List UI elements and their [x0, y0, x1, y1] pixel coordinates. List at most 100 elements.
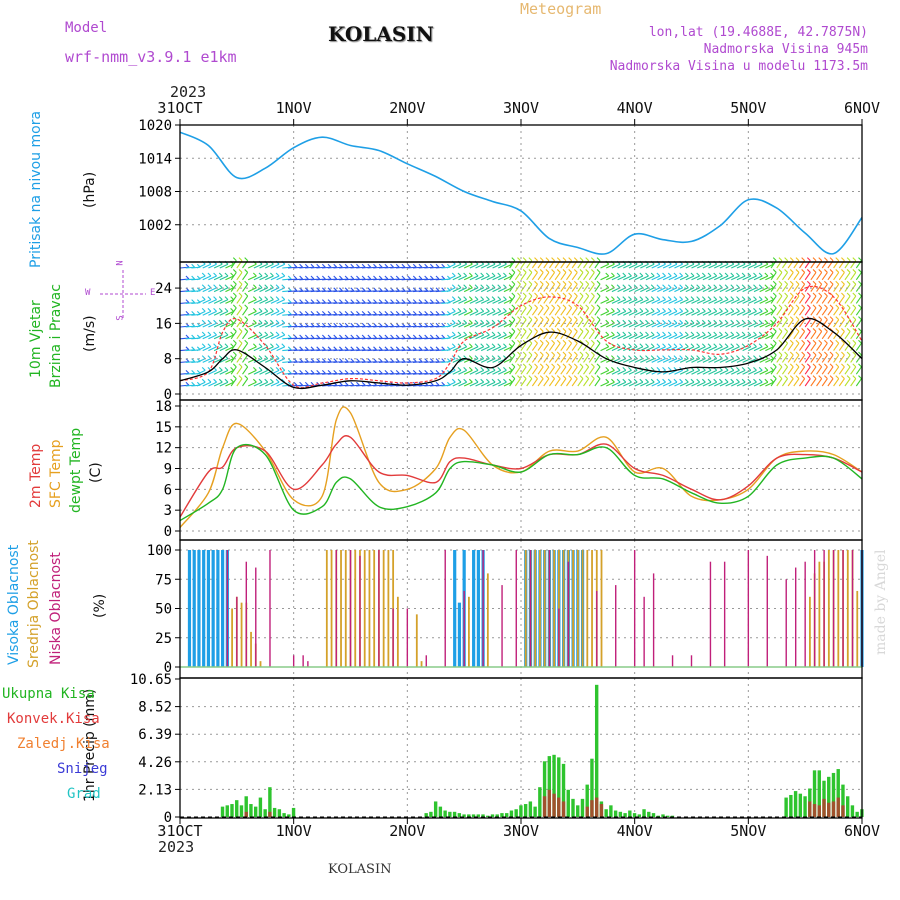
wind-barb-flag [356, 311, 360, 315]
wind-barb-flag [497, 296, 502, 300]
cloud-low-bar [406, 608, 409, 667]
wind-barb [196, 358, 206, 363]
wind-barb-flag [218, 284, 223, 289]
wind-barb [748, 287, 757, 293]
wind-barb [685, 369, 695, 375]
wind-barb [623, 263, 632, 269]
wind-barb-flag [818, 292, 823, 297]
wind-barb-flag [344, 358, 349, 363]
wind-barb [821, 354, 828, 363]
wind-barb-flag [707, 272, 712, 277]
cloud-low-bar [444, 550, 446, 667]
wind-barb-flag [457, 367, 462, 371]
wind-barb [253, 369, 263, 375]
wind-barb-flag [395, 334, 400, 339]
wind-barb [719, 334, 729, 340]
wind-barb-flag [656, 343, 661, 348]
wind-barb-flag [213, 319, 217, 324]
wind-barb [276, 275, 286, 281]
wind-barb [566, 378, 573, 387]
day-label-top: 6NOV [843, 99, 881, 117]
cloud-low-bar [813, 550, 816, 667]
wind-barb-flag [281, 355, 286, 359]
wind-barb [611, 263, 621, 269]
wind-barb [503, 381, 513, 387]
wind-barb-flag [812, 269, 817, 273]
wind-barb [731, 334, 740, 340]
cloud-mid-bar [586, 550, 589, 667]
precip-total-bar [594, 684, 599, 817]
wind-barb-flag [770, 284, 774, 289]
precip-total-bar [647, 811, 651, 817]
wind-barb-flag [596, 339, 601, 344]
wind-barb-flag [579, 304, 584, 309]
wind-barb-flag [628, 284, 632, 289]
wind-barb-flag [339, 263, 343, 268]
wind-barb [781, 331, 789, 340]
wind-barb-flag [232, 339, 237, 344]
wind-barb [804, 283, 811, 292]
wind-barb-flag [573, 304, 578, 309]
wind-barb-flag [841, 304, 845, 309]
precip-total-bar [566, 789, 570, 817]
wind-barb-flag [333, 334, 338, 339]
wind-barb-flag [468, 355, 473, 359]
wind-barb-flag [395, 346, 400, 351]
wind-barb-flag [772, 292, 777, 297]
wind-barb-flag [605, 343, 610, 348]
wind-barb-flag [590, 363, 595, 368]
cloud-mid-bar [468, 596, 470, 667]
wind-barb [776, 283, 783, 292]
wind-barb-flag [517, 280, 521, 285]
wind-barb [793, 319, 800, 328]
wind-barb [714, 334, 723, 340]
wind-barb [219, 263, 229, 269]
wind-barb-flag [480, 272, 485, 277]
wind-barb-flag [244, 269, 249, 273]
wind-barb [242, 283, 249, 292]
wind-barb-flag [747, 319, 752, 324]
wind-barb-flag [435, 358, 440, 363]
wind-barb [742, 299, 752, 304]
wind-barb-flag [719, 331, 723, 336]
wind-barb [617, 334, 627, 340]
wind-barb-flag [719, 272, 723, 277]
wind-barb [844, 331, 851, 340]
cloud-high-bar [187, 550, 192, 667]
wind-barb [503, 369, 513, 375]
wind-barb [480, 287, 490, 293]
wind-barb-flag [539, 280, 544, 285]
wind-barb-flag [485, 343, 490, 348]
wind-barb-flag [281, 272, 286, 277]
wind-barb-flag [435, 334, 440, 339]
precip-total-bar [495, 814, 499, 817]
wind-barb-flag [590, 375, 595, 380]
wind-barb-flag [270, 355, 274, 359]
wind-barb [242, 354, 249, 363]
wind-barb [446, 263, 456, 269]
wind-barb-flag [321, 334, 326, 339]
wind-barb-flag [556, 375, 561, 380]
wind-barb-flag [244, 304, 249, 309]
wind-barb-flag [424, 358, 429, 363]
wind-barb [236, 295, 243, 304]
wind-barb [606, 275, 615, 281]
wind-barb [196, 275, 206, 281]
wind-barb [804, 354, 811, 363]
wind-barb [623, 381, 632, 387]
wind-barb-flag [812, 280, 817, 285]
wind-barb-flag [539, 257, 544, 262]
wind-barb [674, 358, 683, 363]
wind-barb [259, 275, 268, 281]
wind-barb [753, 346, 763, 352]
wind-barb-flag [741, 319, 746, 324]
wind-barb [742, 381, 752, 387]
wind-barb [628, 263, 638, 269]
wind-barb-flag [662, 272, 666, 277]
wind-barb [742, 334, 752, 340]
wind-barb [674, 310, 683, 316]
wind-barb-flag [724, 355, 729, 359]
wind-barb-flag [611, 367, 615, 371]
wind-barb [799, 283, 806, 292]
